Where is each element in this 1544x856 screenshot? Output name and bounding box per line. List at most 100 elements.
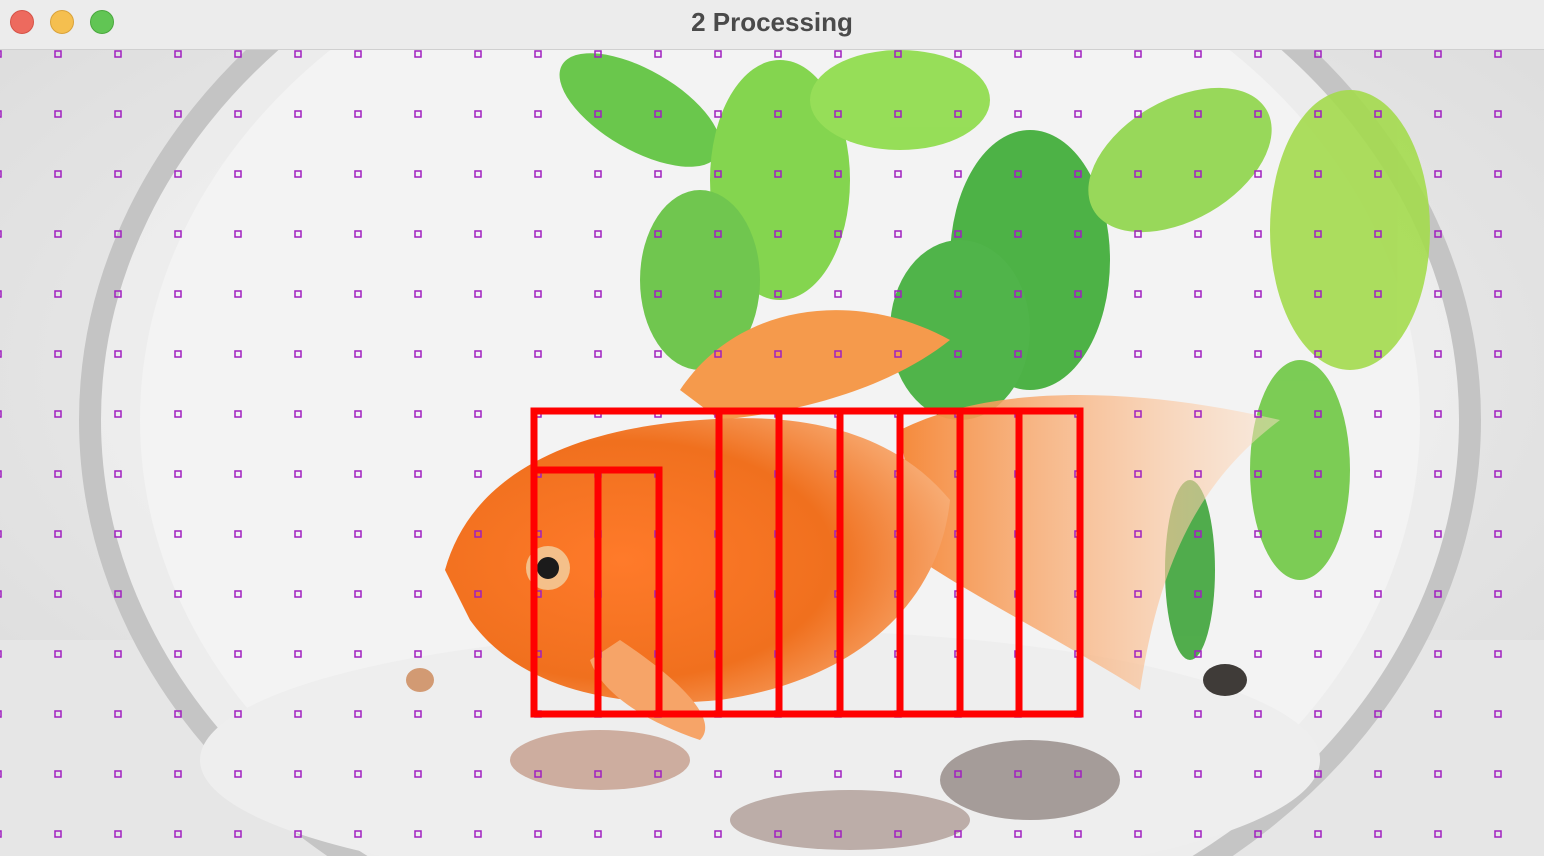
close-button[interactable] bbox=[10, 10, 34, 34]
grid-point bbox=[1254, 230, 1262, 238]
grid-point bbox=[474, 590, 482, 598]
grid-point bbox=[1074, 170, 1082, 178]
grid-point bbox=[1254, 50, 1262, 58]
grid-point bbox=[114, 710, 122, 718]
grid-point bbox=[894, 110, 902, 118]
grid-point bbox=[354, 830, 362, 838]
grid-point bbox=[294, 770, 302, 778]
grid-point bbox=[234, 710, 242, 718]
grid-point bbox=[1134, 350, 1142, 358]
grid-point bbox=[1254, 290, 1262, 298]
grid-point bbox=[354, 770, 362, 778]
grid-point bbox=[174, 110, 182, 118]
grid-point bbox=[0, 830, 2, 838]
grid-point bbox=[234, 590, 242, 598]
grid-point bbox=[1074, 110, 1082, 118]
grid-point bbox=[954, 50, 962, 58]
grid-point bbox=[174, 530, 182, 538]
grid-point bbox=[474, 350, 482, 358]
grid-point bbox=[1194, 650, 1202, 658]
grid-point bbox=[654, 230, 662, 238]
grid-point bbox=[594, 110, 602, 118]
grid-point bbox=[54, 110, 62, 118]
grid-point bbox=[1134, 470, 1142, 478]
grid-point bbox=[534, 350, 542, 358]
grid-point bbox=[294, 50, 302, 58]
grid-point bbox=[534, 230, 542, 238]
zoom-button[interactable] bbox=[90, 10, 114, 34]
minimize-button[interactable] bbox=[50, 10, 74, 34]
grid-point bbox=[174, 710, 182, 718]
grid-point bbox=[1074, 350, 1082, 358]
grid-point bbox=[54, 710, 62, 718]
grid-point bbox=[0, 710, 2, 718]
grid-point bbox=[174, 50, 182, 58]
grid-point bbox=[0, 470, 2, 478]
grid-point bbox=[774, 230, 782, 238]
grid-point bbox=[1014, 350, 1022, 358]
grid-point bbox=[834, 110, 842, 118]
grid-point bbox=[1314, 290, 1322, 298]
grid-point bbox=[654, 110, 662, 118]
grid-point bbox=[414, 290, 422, 298]
grid-point bbox=[54, 650, 62, 658]
grid-point bbox=[1434, 350, 1442, 358]
grid-point bbox=[414, 530, 422, 538]
grid-point bbox=[1374, 530, 1382, 538]
grid-point bbox=[1014, 830, 1022, 838]
grid-point bbox=[1434, 410, 1442, 418]
grid-point bbox=[1374, 290, 1382, 298]
grid-point bbox=[1494, 110, 1502, 118]
grid-point bbox=[1254, 650, 1262, 658]
grid-point bbox=[414, 830, 422, 838]
grid-point bbox=[954, 230, 962, 238]
grid-point bbox=[1134, 170, 1142, 178]
grid-point bbox=[534, 50, 542, 58]
grid-point bbox=[474, 170, 482, 178]
grid-point bbox=[834, 290, 842, 298]
grid-point bbox=[1194, 290, 1202, 298]
grid-point bbox=[1434, 830, 1442, 838]
grid-point bbox=[1314, 650, 1322, 658]
grid-point bbox=[774, 770, 782, 778]
grid-point bbox=[54, 770, 62, 778]
grid-point bbox=[834, 770, 842, 778]
grid-point bbox=[54, 170, 62, 178]
grid-point bbox=[1254, 470, 1262, 478]
grid-point bbox=[1494, 410, 1502, 418]
grid-point bbox=[114, 50, 122, 58]
title-bar: 2 Processing bbox=[0, 0, 1544, 50]
grid-point bbox=[294, 170, 302, 178]
grid-point bbox=[774, 830, 782, 838]
grid-point bbox=[294, 530, 302, 538]
grid-point bbox=[594, 170, 602, 178]
grid-point bbox=[714, 830, 722, 838]
grid-point bbox=[354, 170, 362, 178]
outer-box bbox=[530, 407, 1084, 718]
grid-point bbox=[1014, 290, 1022, 298]
grid-point bbox=[294, 650, 302, 658]
grid-point bbox=[1014, 230, 1022, 238]
grid-point bbox=[1134, 830, 1142, 838]
grid-point bbox=[654, 290, 662, 298]
grid-point bbox=[834, 170, 842, 178]
grid-point bbox=[1374, 590, 1382, 598]
grid-point bbox=[1374, 770, 1382, 778]
grid-point bbox=[1314, 350, 1322, 358]
grid-point bbox=[894, 830, 902, 838]
grid-point bbox=[894, 290, 902, 298]
grid-point bbox=[294, 830, 302, 838]
grid-point bbox=[414, 770, 422, 778]
grid-point bbox=[954, 110, 962, 118]
grid-point bbox=[1494, 530, 1502, 538]
grid-point bbox=[294, 410, 302, 418]
sketch-canvas bbox=[0, 50, 1544, 856]
grid-point bbox=[1494, 470, 1502, 478]
grid-point bbox=[1074, 230, 1082, 238]
grid-point bbox=[1314, 770, 1322, 778]
grid-point bbox=[1014, 170, 1022, 178]
grid-point bbox=[594, 230, 602, 238]
grid-point bbox=[174, 170, 182, 178]
grid-point bbox=[114, 230, 122, 238]
grid-point bbox=[0, 350, 2, 358]
